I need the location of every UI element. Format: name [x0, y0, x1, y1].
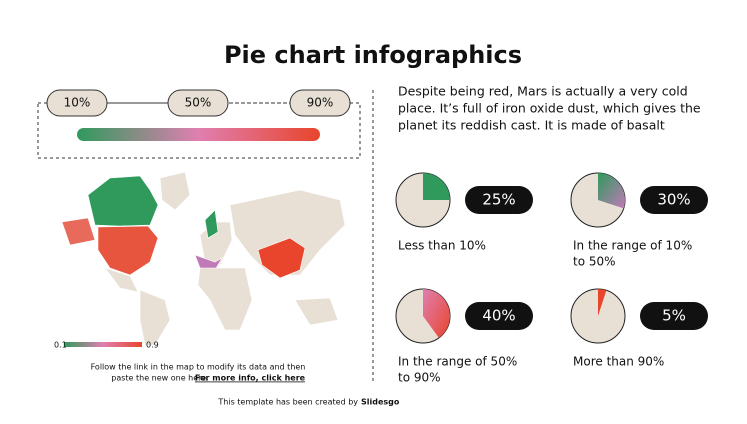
pie-caption: to 90%	[398, 371, 441, 385]
map-note: Follow the link in the map to modify its…	[91, 363, 306, 372]
footer-brand: Slidesgo	[361, 398, 400, 407]
scale-labels: 10% 50% 90%	[46, 89, 351, 117]
scale-frame	[37, 102, 361, 159]
value-pill	[640, 302, 708, 330]
scale-bar	[77, 128, 320, 141]
map-link[interactable]: For more info, click here	[195, 374, 306, 383]
value-pill	[640, 186, 708, 214]
scale-label: 50%	[185, 96, 212, 110]
pie-wedge	[598, 173, 625, 209]
map-note: paste the new one here.	[111, 374, 209, 383]
value-label: 30%	[657, 191, 690, 209]
pie-caption: Less than 10%	[398, 239, 486, 253]
footer-text: This template has been created by	[217, 398, 358, 407]
pies: 25% Less than 10% 30% In the range of 10% to…	[395, 172, 708, 385]
scale-pill	[289, 89, 351, 117]
description-line: Despite being red, Mars is actually a ve…	[398, 84, 688, 99]
description: Despite being red, Mars is actually a ve…	[398, 84, 701, 133]
pie-caption: to 50%	[573, 255, 616, 269]
description-line: planet its reddish cast. It is made of b…	[398, 118, 665, 133]
pie-wedge	[598, 289, 607, 316]
scale-label: 90%	[307, 96, 334, 110]
pie-caption: More than 90%	[573, 355, 664, 369]
value-label: 25%	[482, 191, 515, 209]
map-legend-label: 0.9	[146, 341, 159, 350]
scale-label: 10%	[64, 96, 91, 110]
description-line: place. It’s full of iron oxide dust, whi…	[398, 101, 701, 116]
map-legend-label: 0.1	[54, 341, 67, 350]
pie-wedge	[423, 289, 450, 338]
world-map	[61, 171, 346, 346]
scale-pill	[46, 89, 108, 117]
pie-wedge	[423, 173, 450, 200]
map-legend-bar	[64, 342, 142, 347]
value-label: 40%	[482, 307, 515, 325]
value-pill	[465, 186, 533, 214]
title: Pie chart infographics	[224, 41, 522, 69]
value-label: 5%	[662, 307, 686, 325]
pie-caption: In the range of 10%	[573, 239, 692, 253]
pie-caption: In the range of 50%	[398, 355, 517, 369]
value-pill	[465, 302, 533, 330]
scale-pill	[167, 89, 229, 117]
